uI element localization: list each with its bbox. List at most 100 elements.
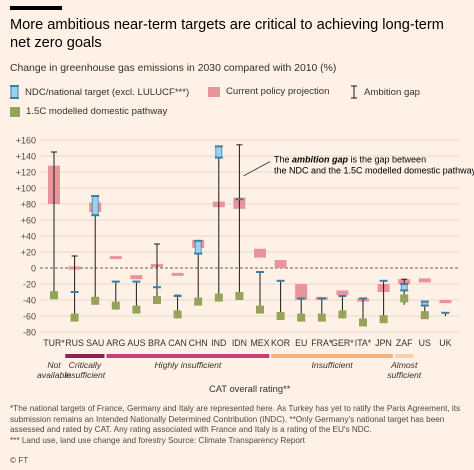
legend-policy-swatch xyxy=(208,86,220,97)
footnotes: *The national targets of France, Germany… xyxy=(10,404,468,446)
y-tick-label: -40 xyxy=(23,296,36,306)
pathway-marker xyxy=(317,313,326,322)
country-fra xyxy=(315,296,328,322)
y-tick-label: -20 xyxy=(23,280,36,290)
pathway-marker xyxy=(50,291,58,300)
legend-item-pathway: 1.5C modelled domestic pathway xyxy=(10,106,167,117)
x-tick-label: KOR xyxy=(271,338,290,348)
annotation-line-2: the NDC and the 1.5C modelled domestic p… xyxy=(274,165,474,175)
ndc-range-bar xyxy=(194,240,202,255)
x-tick-label: UK xyxy=(439,338,451,348)
pathway-marker xyxy=(400,294,409,303)
x-tick-label: US xyxy=(419,338,431,348)
policy-bar xyxy=(295,284,308,300)
rating-axis-title: CAT overall rating** xyxy=(209,383,291,394)
policy-bar xyxy=(171,272,184,276)
y-tick-label: +100 xyxy=(16,184,36,194)
country-zaf xyxy=(398,278,411,305)
legend-gap-swatch xyxy=(351,85,357,99)
rating-label: Almost sufficient xyxy=(387,360,422,380)
x-tick-label: CAN xyxy=(168,338,187,348)
x-tick-label: ITA* xyxy=(355,338,372,348)
x-tick-label: ZAF xyxy=(396,338,413,348)
pathway-marker xyxy=(235,292,244,300)
rating-band xyxy=(271,354,393,358)
x-tick-label: SAU xyxy=(86,338,104,348)
x-tick-label: IDN xyxy=(232,338,247,348)
pathway-marker xyxy=(359,318,367,327)
x-tick-label: BRA xyxy=(148,338,166,348)
legend-ndc-swatch xyxy=(10,85,19,99)
policy-bar xyxy=(130,275,143,280)
policy-bar xyxy=(254,248,266,258)
rating-label: Insufficient xyxy=(312,360,354,370)
ft-copyright: © FT xyxy=(10,456,29,465)
x-tick-label: MEX xyxy=(250,338,269,348)
pathway-marker xyxy=(214,293,223,302)
policy-bar xyxy=(109,256,122,260)
chart-subtitle: Change in greenhouse gas emissions in 20… xyxy=(10,63,337,74)
x-tick-label: FRA* xyxy=(311,338,333,348)
x-tick-label: IND xyxy=(211,338,226,348)
policy-bar xyxy=(439,300,452,304)
legend-gap-label: Ambition gap xyxy=(364,86,420,98)
rating-band xyxy=(394,354,414,358)
x-tick-label: GER* xyxy=(331,338,354,348)
annotation-line-1: The ambition gap is the gap between xyxy=(274,154,426,164)
x-tick-label: RUS xyxy=(65,338,84,348)
policy-bar xyxy=(274,260,287,268)
rating-band xyxy=(106,354,270,358)
x-tick-label: AUS xyxy=(127,338,145,348)
country-ind xyxy=(212,145,225,302)
emissions-range-chart: -80 -60 -40 -20 0 +20 +40 +60 +80 +100 +120 +140 +16… xyxy=(16,136,474,395)
ft-top-bar xyxy=(10,6,62,10)
pathway-marker xyxy=(379,315,388,324)
pathway-marker xyxy=(70,313,79,322)
country-rus xyxy=(68,255,81,322)
x-tick-label: ARG xyxy=(106,338,125,348)
country-us xyxy=(418,278,431,320)
rating-label: Highly insufficient xyxy=(154,360,221,370)
country-bra xyxy=(151,243,163,304)
ndc-range-bar xyxy=(91,195,99,216)
country-arg xyxy=(109,256,122,310)
country-ita xyxy=(357,297,369,327)
country-jpn xyxy=(377,279,390,324)
y-tick-label: +120 xyxy=(16,168,36,178)
x-tick-label: EU xyxy=(295,338,307,348)
legend-policy-label: Current policy projection xyxy=(226,86,330,97)
country-sau xyxy=(89,195,102,305)
country-idn xyxy=(233,144,246,300)
pathway-marker xyxy=(153,296,161,304)
country-uk xyxy=(439,300,452,316)
policy-bar xyxy=(336,290,349,296)
pathway-marker xyxy=(111,301,120,310)
legend-item-gap: Ambition gap xyxy=(350,85,420,99)
x-tick-label: CHN xyxy=(189,338,208,348)
country-ger xyxy=(336,290,349,319)
pathway-marker xyxy=(338,310,347,319)
pathway-marker xyxy=(173,310,182,319)
pathway-marker xyxy=(256,305,264,314)
y-tick-label: -80 xyxy=(23,328,36,338)
country-eu xyxy=(295,284,308,322)
country-can xyxy=(171,272,184,319)
pathway-marker xyxy=(276,312,285,320)
legend-item-policy: Current policy projection xyxy=(208,86,329,97)
rating-label: Critically insufficient xyxy=(65,360,106,380)
footnote-1: *The national targets of France, Germany… xyxy=(10,404,461,435)
footnote-2: *** Land use, land use change and forest… xyxy=(10,435,305,445)
y-tick-label: -60 xyxy=(23,312,36,322)
legend-item-ndc: NDC/national target (excl. LULUCF***) xyxy=(10,85,189,99)
pathway-marker xyxy=(420,311,429,320)
pathway-marker xyxy=(297,313,306,322)
x-tick-label: JPN xyxy=(375,338,392,348)
y-tick-label: +40 xyxy=(21,232,36,242)
country-tur xyxy=(48,151,60,300)
y-tick-label: +140 xyxy=(16,152,36,162)
x-tick-label: TUR* xyxy=(43,338,65,348)
rating-band xyxy=(65,354,105,358)
country-aus xyxy=(130,275,143,314)
y-tick-label: +80 xyxy=(21,200,36,210)
country-mex xyxy=(254,248,266,314)
